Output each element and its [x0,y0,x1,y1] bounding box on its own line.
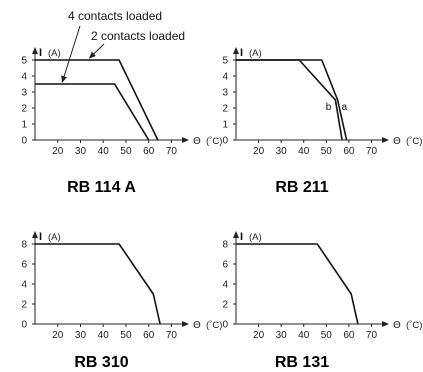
series-line [35,59,159,141]
y-tick-label: 4 [21,72,27,83]
y-tick-label: 6 [222,260,228,271]
x-tick-label: 20 [52,146,64,157]
legend-2-contacts: 2 contacts loaded [91,29,185,43]
x-tick-label: 40 [98,146,110,157]
y-tick-label: 2 [222,104,228,115]
x-tick-label: 30 [75,330,87,341]
y-tick-label: 4 [222,72,228,83]
chart-title: RB 211 [275,179,328,196]
x-tick-label: 30 [276,330,288,341]
chart-title: RB 310 [74,354,128,371]
y-axis-label: I [240,47,243,59]
y-tick-label: 4 [222,280,228,291]
y-tick-label: 0 [222,320,228,331]
x-tick-label: 30 [75,146,87,157]
chart-title: RB 114 A [67,179,136,196]
y-tick-label: 8 [222,240,228,251]
series-label: b [326,102,332,113]
series-line [236,59,348,141]
series-line [35,243,161,325]
y-tick-label: 5 [222,56,228,67]
rb-114a-legend-annotations: 4 contacts loaded 2 contacts loaded [61,9,185,83]
x-tick-label: 60 [143,330,155,341]
y-tick-label: 3 [21,88,27,99]
y-tick-label: 8 [21,240,27,251]
y-tick-label: 3 [222,88,228,99]
series-line [236,59,343,141]
pointer-arrow-4-contacts [61,25,81,83]
x-tick-label: 50 [321,146,333,157]
y-axis-unit: (A) [48,48,61,59]
x-tick-label: 20 [253,330,265,341]
y-axis-unit: (A) [48,232,61,243]
x-tick-label: 70 [166,330,178,341]
series-label: a [342,102,348,113]
x-axis-unit: (˚C) [406,320,422,331]
y-tick-label: 0 [21,136,27,147]
y-tick-label: 2 [21,104,27,115]
x-axis-label: Θ [393,320,401,331]
x-tick-label: 50 [120,146,132,157]
x-tick-label: 50 [120,330,132,341]
y-tick-label: 1 [222,120,228,131]
y-tick-label: 2 [222,300,228,311]
y-axis-label: I [39,231,42,243]
x-tick-label: 70 [166,146,178,157]
pointer-arrow-2-contacts [88,43,105,59]
chart-rb-310: 20 30 40 50 60 70 0 2 4 6 8 I (A) Θ (˚C) RB 310 [21,231,222,371]
y-tick-label: 0 [21,320,27,331]
chart-title: RB 131 [275,354,329,371]
y-tick-label: 6 [21,260,27,271]
y-tick-label: 2 [21,300,27,311]
x-tick-label: 60 [143,146,155,157]
x-tick-label: 20 [52,330,64,341]
y-tick-label: 1 [21,120,27,131]
y-axis-unit: (A) [249,48,262,59]
x-tick-label: 60 [343,146,355,157]
x-tick-label: 40 [298,146,310,157]
y-tick-label: 5 [21,56,27,67]
y-axis-label: I [39,47,42,59]
chart-rb-114a: 20 30 40 50 60 70 0 1 2 3 4 5 I (A) Θ (˚C) RB 114 A [21,47,222,196]
x-tick-label: 70 [366,146,378,157]
legend-4-contacts: 4 contacts loaded [68,9,162,23]
y-tick-label: 4 [21,280,27,291]
x-tick-label: 30 [276,146,288,157]
x-tick-label: 70 [366,330,378,341]
x-axis-unit: (˚C) [206,136,222,147]
y-axis-unit: (A) [249,232,262,243]
y-axis-label: I [240,231,243,243]
x-axis-label: Θ [193,320,201,331]
x-tick-label: 20 [253,146,265,157]
x-axis-label: Θ [393,136,401,147]
series-line [35,83,150,141]
x-tick-label: 40 [298,330,310,341]
series-line [236,243,359,325]
x-axis-unit: (˚C) [206,320,222,331]
x-tick-label: 60 [343,330,355,341]
x-tick-label: 50 [321,330,333,341]
chart-rb-211: 20 30 40 50 60 70 0 1 2 3 4 5 I (A) Θ (˚C) ab RB 211 [222,47,422,196]
chart-rb-131: 20 30 40 50 60 70 0 2 4 6 8 I (A) Θ (˚C) RB 131 [222,231,422,371]
x-axis-label: Θ [193,136,201,147]
x-tick-label: 40 [98,330,110,341]
x-axis-unit: (˚C) [406,136,422,147]
y-tick-label: 0 [222,136,228,147]
